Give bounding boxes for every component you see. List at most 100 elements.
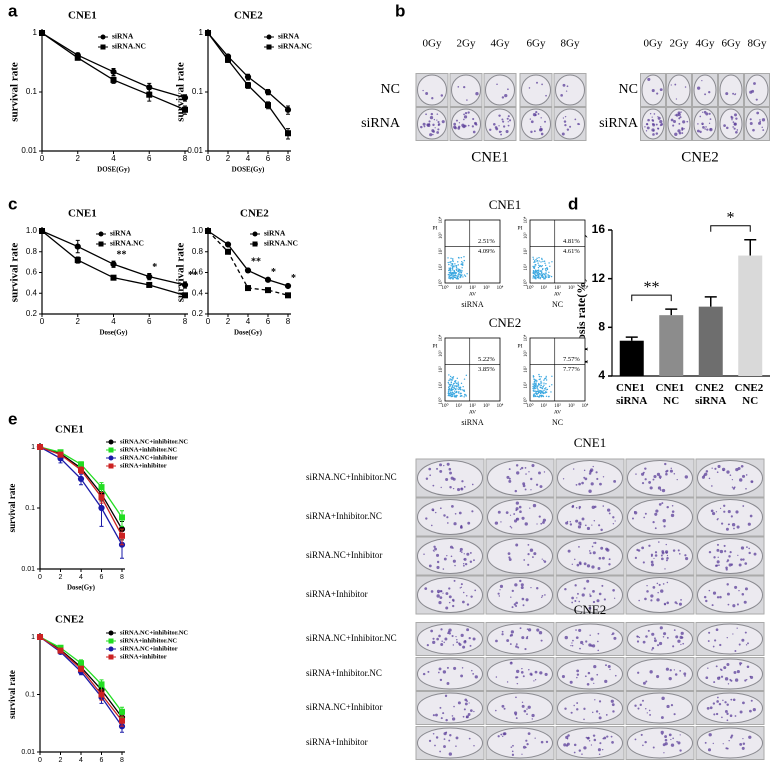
colony [438, 634, 441, 638]
quadrant-value: 2.51% [478, 238, 495, 245]
colony [637, 707, 640, 710]
colony [563, 743, 567, 747]
colony [727, 603, 730, 606]
colony [598, 592, 602, 596]
colony [434, 511, 437, 514]
colony [541, 594, 544, 597]
colony [511, 750, 514, 753]
event-dot [450, 276, 452, 278]
culture-well-dish [697, 727, 763, 759]
y-tick-label: 0.1 [25, 505, 35, 512]
colony [435, 553, 440, 557]
colony [596, 599, 600, 603]
colony [498, 125, 500, 127]
colony [653, 474, 657, 479]
colony [713, 713, 716, 716]
event-dot [543, 391, 545, 394]
colony [659, 489, 662, 491]
colony [446, 462, 450, 466]
flow-plot [529, 219, 586, 284]
event-dot [462, 262, 464, 264]
colony [459, 550, 462, 552]
row-label: siRNA.NC+Inhibitor.NC [306, 633, 397, 643]
colony [508, 477, 511, 480]
colony [467, 111, 470, 114]
colony [593, 738, 597, 742]
colony [585, 640, 588, 643]
flow-x-tick: 10³ [483, 403, 490, 409]
culture-well-dish [417, 577, 483, 613]
colony [451, 634, 454, 638]
colony [572, 639, 574, 642]
colony [738, 563, 742, 567]
culture-well-dish [417, 74, 447, 106]
colony [508, 468, 511, 471]
colony [724, 677, 729, 681]
colony [665, 667, 669, 671]
colony [521, 667, 523, 670]
colony [583, 469, 586, 472]
y-tick-label: 0.4 [26, 288, 38, 297]
colony [448, 632, 451, 635]
y-tick-label: 0.6 [26, 268, 38, 277]
colony [705, 676, 709, 680]
event-dot [448, 277, 450, 279]
colony [718, 702, 722, 706]
colony [458, 511, 462, 515]
colony [498, 130, 502, 133]
event-dot [539, 277, 541, 280]
colony [610, 699, 614, 703]
colony [434, 744, 436, 747]
event-dot [545, 375, 547, 378]
colony [569, 680, 573, 684]
event-dot [545, 270, 547, 272]
colony [440, 717, 443, 720]
event-dot [539, 270, 541, 273]
colony [712, 591, 717, 595]
event-dot [543, 277, 545, 280]
colony [569, 125, 572, 128]
event-dot [457, 264, 459, 266]
colony [739, 710, 743, 714]
y-tick-label: 0.01 [187, 146, 203, 155]
colony [702, 126, 705, 129]
colony [708, 122, 711, 125]
legend-label: siRNA+inhibitor.NC [120, 446, 177, 453]
colony [432, 484, 435, 487]
event-dot [451, 379, 453, 382]
colony [658, 541, 660, 543]
event-dot [537, 271, 540, 273]
colony [658, 583, 661, 586]
colony [447, 632, 450, 635]
colony [597, 748, 601, 752]
colony [506, 117, 509, 120]
colony [474, 122, 477, 125]
colony [716, 696, 719, 699]
colony [461, 480, 464, 483]
colony [508, 479, 512, 483]
colony [614, 674, 617, 677]
colony [493, 123, 496, 126]
colony [581, 517, 585, 521]
culture-well-dish [627, 727, 693, 759]
event-dot [550, 391, 552, 393]
colony [647, 77, 651, 81]
colony [584, 675, 587, 678]
colony [659, 477, 661, 480]
flow-y-label: PI [518, 225, 523, 231]
culture-well-dish [557, 538, 623, 574]
colony [442, 592, 444, 594]
colony [610, 735, 613, 738]
colony [742, 742, 746, 746]
colony [679, 734, 681, 736]
event-dot [455, 382, 457, 385]
colony [654, 554, 658, 557]
colony [722, 469, 725, 472]
colony [472, 117, 475, 121]
chart-title: CNE2 [234, 10, 263, 22]
colony [425, 113, 427, 116]
event-dot [539, 378, 542, 380]
colony [544, 120, 546, 123]
colony [736, 627, 738, 629]
colony [660, 589, 664, 593]
